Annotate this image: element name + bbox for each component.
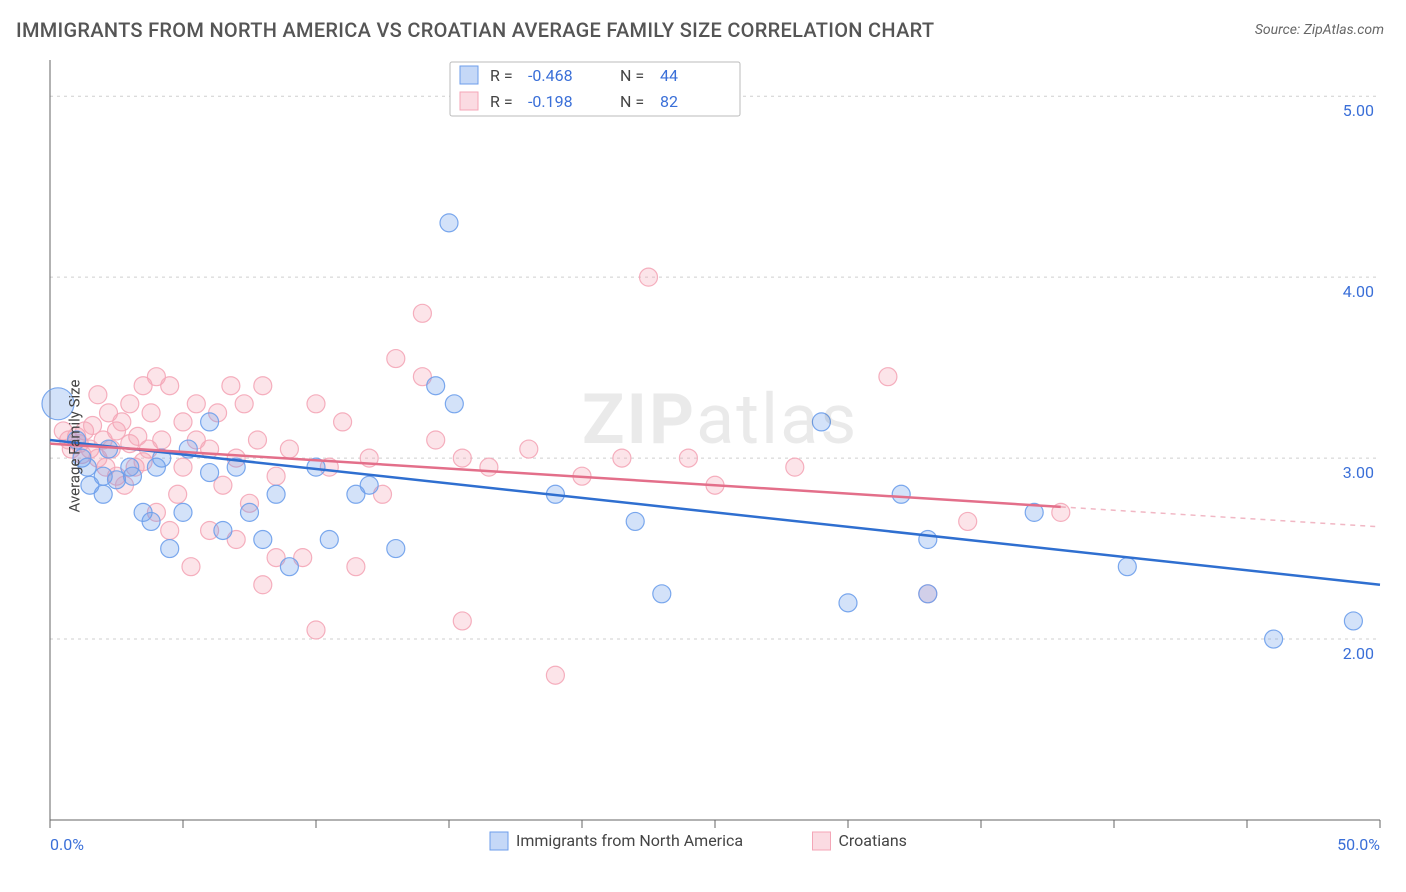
scatter-point [959,512,977,530]
scatter-point [161,521,179,539]
scatter-point [214,521,232,539]
scatter-point [387,350,405,368]
x-tick-label: 50.0% [1337,835,1380,854]
scatter-point [174,458,192,476]
scatter-point [142,512,160,530]
scatter-point [1265,630,1283,648]
scatter-point [307,395,325,413]
legend-swatch [460,92,478,110]
scatter-point [613,449,631,467]
scatter-point [919,585,937,603]
scatter-point [626,512,644,530]
scatter-point [440,214,458,232]
legend-r-label: R = [490,92,513,111]
scatter-point [280,558,298,576]
scatter-point [161,540,179,558]
scatter-point [182,558,200,576]
scatter-point [254,377,272,395]
scatter-point [360,476,378,494]
scatter-point [453,612,471,630]
scatter-point [241,503,259,521]
legend-n-value: 82 [660,92,678,111]
legend-n-value: 44 [660,66,678,85]
scatter-point [413,304,431,322]
scatter-point [201,413,219,431]
y-tick-label: 3.00 [1343,463,1374,482]
legend-swatch [460,66,478,84]
scatter-point [427,431,445,449]
legend-swatch [490,832,508,850]
scatter-point [254,576,272,594]
scatter-point [121,395,139,413]
chart-container: IMMIGRANTS FROM NORTH AMERICA VS CROATIA… [0,0,1406,892]
scatter-point [187,395,205,413]
scatter-point [445,395,463,413]
y-tick-label: 2.00 [1343,644,1374,663]
scatter-point [161,377,179,395]
y-axis-label: Average Family Size [65,380,83,513]
scatter-point [679,449,697,467]
scatter-point [123,467,141,485]
scatter-point [1118,558,1136,576]
scatter-point [480,458,498,476]
scatter-point [387,540,405,558]
scatter-point [222,377,240,395]
legend-r-value: -0.468 [528,66,573,85]
scatter-point [142,404,160,422]
legend-swatch [813,832,831,850]
scatter-point [919,531,937,549]
scatter-point [1344,612,1362,630]
scatter-point [201,440,219,458]
scatter-point [280,440,298,458]
y-tick-label: 4.00 [1343,282,1374,301]
legend-n-label: N = [620,66,644,85]
scatter-point [169,485,187,503]
chart-title: IMMIGRANTS FROM NORTH AMERICA VS CROATIA… [16,18,934,42]
scatter-point [307,621,325,639]
scatter-point [812,413,830,431]
x-tick-label: 0.0% [50,835,84,854]
legend-series-label: Croatians [839,831,907,850]
y-tick-label: 5.00 [1343,101,1374,120]
scatter-point [839,594,857,612]
scatter-point [453,449,471,467]
trend-line-dashed [1061,507,1380,527]
scatter-point [786,458,804,476]
legend-series-label: Immigrants from North America [516,831,743,850]
scatter-point [174,413,192,431]
legend-r-label: R = [490,66,513,85]
scatter-point [267,467,285,485]
scatter-point [546,666,564,684]
scatter-point [267,485,285,503]
scatter-point [334,413,352,431]
scatter-point [248,431,266,449]
scatter-point [113,413,131,431]
scatter-point [320,531,338,549]
scatter-point [254,531,272,549]
scatter-point [347,558,365,576]
scatter-point [653,585,671,603]
scatter-point [201,464,219,482]
scatter-point [100,440,118,458]
scatter-chart: 0.0% 50.0% 2.00 3.00 4.00 5.00 R = -0.468 N = 44 R… [0,0,1406,892]
scatter-point [640,268,658,286]
scatter-point [89,386,107,404]
scatter-point [235,395,253,413]
scatter-point [520,440,538,458]
scatter-point [427,377,445,395]
source-label: Source: ZipAtlas.com [1255,22,1384,38]
legend-r-value: -0.198 [528,92,573,111]
scatter-point [94,485,112,503]
scatter-point [892,485,910,503]
scatter-point [879,368,897,386]
legend-n-label: N = [620,92,644,111]
scatter-point [153,431,171,449]
scatter-point [174,503,192,521]
